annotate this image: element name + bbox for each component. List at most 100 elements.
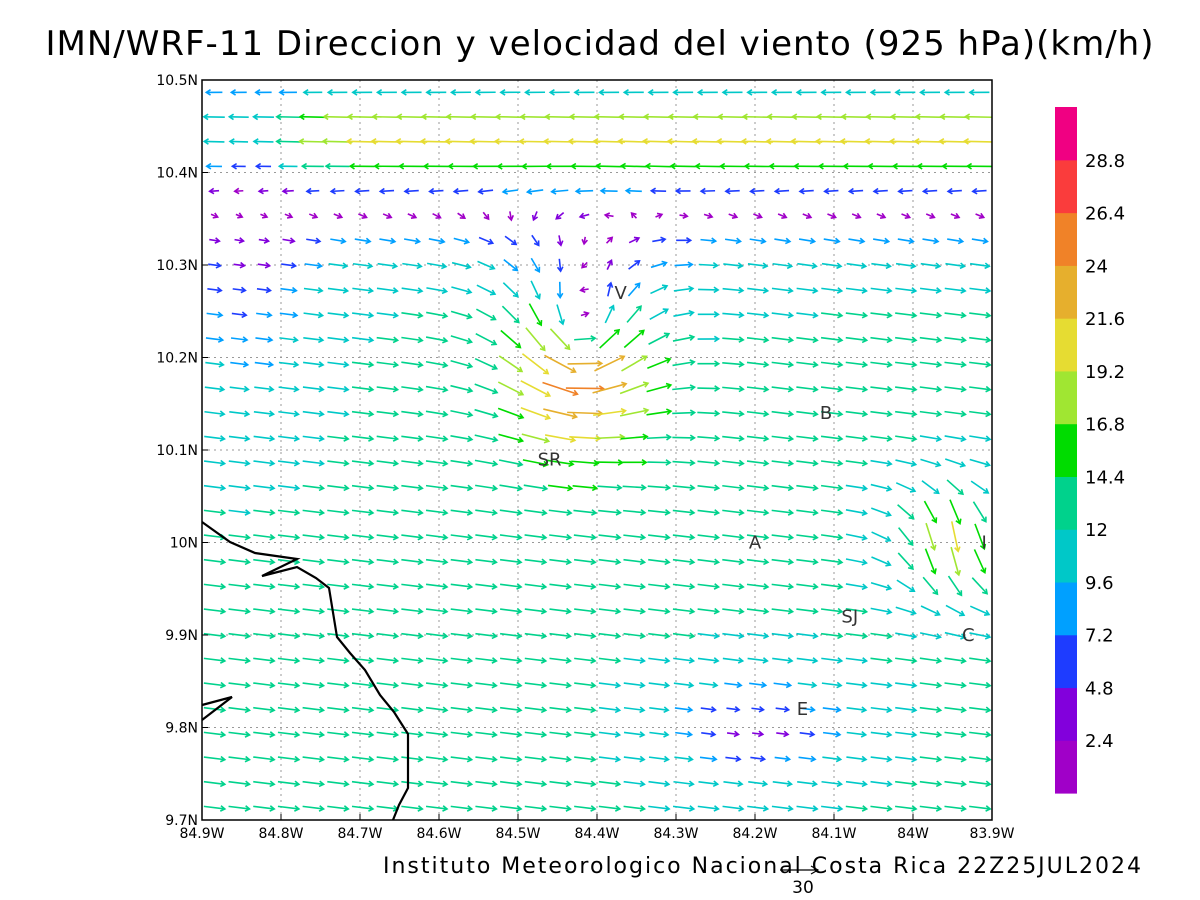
wind-arrow — [771, 583, 795, 590]
wind-arrow-head — [694, 162, 701, 170]
wind-arrow-shaft — [897, 238, 914, 243]
wind-arrow-head — [428, 187, 435, 195]
wind-arrow — [351, 509, 375, 516]
wind-arrow — [425, 459, 449, 467]
wind-arrow — [594, 162, 623, 170]
wind-arrow-shaft — [450, 632, 472, 638]
wind-arrow-head — [935, 780, 943, 788]
wind-arrow — [820, 533, 844, 541]
wind-arrow — [943, 89, 965, 96]
wind-arrow — [327, 731, 350, 738]
wind-arrow — [798, 187, 814, 195]
wind-arrow — [649, 187, 667, 195]
wind-arrow — [524, 657, 548, 664]
wind-arrow-head — [205, 162, 212, 170]
wind-arrow-shaft — [746, 632, 768, 638]
wind-arrow-shaft — [722, 805, 744, 810]
wind-arrow — [277, 607, 301, 615]
colorbar-level-label: 28.8 — [1085, 151, 1125, 172]
wind-arrow-head — [346, 113, 353, 121]
wind-arrow-head — [656, 212, 664, 219]
wind-arrow-shaft — [944, 682, 966, 687]
wind-arrow — [597, 484, 623, 491]
wind-arrow-head — [300, 162, 308, 170]
wind-arrow — [500, 657, 523, 664]
wind-arrow-shaft — [598, 534, 621, 539]
wind-arrow-shaft — [697, 583, 719, 588]
wind-arrow — [971, 577, 989, 595]
wind-arrow — [556, 258, 564, 273]
wind-arrow-shaft — [746, 410, 769, 416]
wind-arrow-head — [417, 607, 424, 615]
wind-arrow — [476, 284, 497, 296]
wind-arrow — [925, 212, 936, 220]
wind-arrow-shaft — [748, 781, 767, 785]
wind-arrow — [228, 583, 251, 590]
wind-arrow-shaft — [544, 354, 576, 373]
wind-arrow-head — [959, 461, 967, 468]
wind-arrow-head — [932, 589, 939, 596]
wind-arrow-head — [540, 755, 548, 763]
wind-arrow-shaft — [574, 731, 596, 736]
wind-arrow-shaft — [628, 237, 640, 244]
wind-arrow — [376, 435, 400, 442]
wind-arrow-shaft — [380, 189, 395, 193]
wind-arrow — [648, 558, 671, 566]
wind-arrow-shaft — [401, 608, 423, 613]
wind-arrow — [969, 410, 992, 418]
wind-arrow-head — [664, 533, 671, 541]
wind-arrow-shaft — [746, 558, 769, 564]
wind-arrow-head — [861, 805, 869, 812]
wind-arrow-head — [367, 287, 375, 294]
colorbar-level-label: 12 — [1085, 520, 1108, 541]
wind-arrow — [796, 484, 819, 492]
wind-arrow — [574, 657, 597, 664]
wind-arrow — [821, 657, 844, 664]
wind-arrow-shaft — [354, 238, 371, 243]
wind-arrow — [254, 360, 275, 368]
wind-arrow-shaft — [228, 780, 250, 786]
wind-arrow-head — [298, 113, 305, 121]
wind-arrow-head — [616, 137, 624, 145]
wind-arrow-head — [218, 360, 225, 368]
wind-arrow — [722, 336, 745, 343]
wind-arrow — [432, 212, 442, 219]
wind-arrow-head — [368, 435, 375, 442]
wind-arrow-head — [466, 509, 474, 516]
wind-arrow-head — [261, 212, 269, 219]
wind-arrow-shaft — [796, 410, 818, 416]
wind-arrow — [302, 607, 326, 615]
wind-arrow — [450, 335, 474, 345]
wind-arrow — [548, 89, 570, 96]
wind-arrow-head — [269, 484, 276, 492]
wind-arrow — [698, 286, 720, 294]
wind-arrow — [281, 187, 294, 195]
wind-arrow-head — [985, 311, 992, 319]
wind-arrow — [773, 681, 793, 689]
wind-arrow — [796, 385, 819, 393]
wind-arrow — [672, 334, 696, 342]
wind-arrow-shaft — [796, 534, 818, 539]
wind-arrow-head — [665, 357, 672, 364]
wind-arrow-head — [911, 435, 918, 442]
wind-arrow-head — [541, 533, 548, 541]
wind-arrow-head — [536, 320, 543, 327]
wind-arrow-head — [663, 332, 671, 339]
wind-arrow-shaft — [555, 211, 565, 220]
wind-arrow-head — [935, 681, 943, 689]
wind-arrow-head — [466, 706, 474, 714]
wind-arrow-shaft — [327, 583, 349, 588]
wind-arrow-head — [933, 488, 940, 495]
wind-arrow — [876, 212, 887, 220]
wind-arrow — [771, 607, 795, 615]
wind-arrow-shaft — [401, 534, 423, 539]
wind-arrow — [474, 434, 499, 443]
wind-arrow-head — [798, 187, 805, 195]
wind-arrow — [275, 138, 301, 145]
wind-arrow-head — [318, 336, 325, 344]
wind-arrow-shaft — [253, 558, 275, 564]
wind-arrow-head — [985, 336, 992, 344]
wind-arrow-head — [689, 459, 696, 467]
wind-arrow-head — [540, 558, 548, 566]
wind-arrow-shaft — [574, 756, 596, 761]
